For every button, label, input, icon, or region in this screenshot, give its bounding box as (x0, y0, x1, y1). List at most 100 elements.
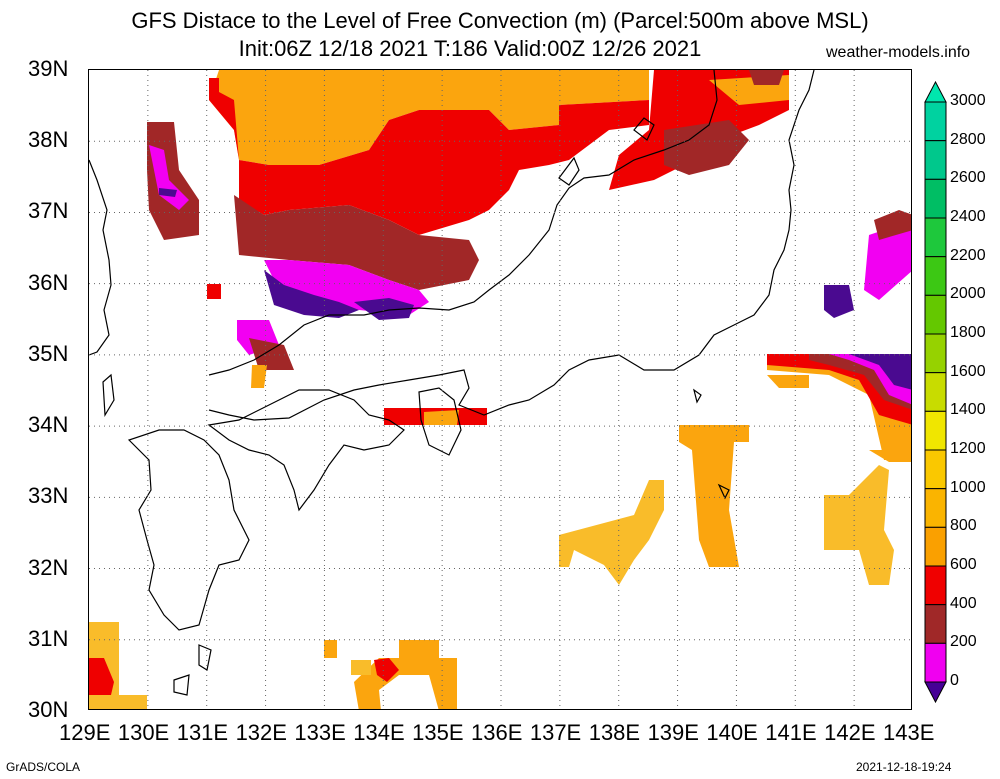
colorbar-band (924, 604, 947, 644)
lon-label: 139E (647, 720, 699, 745)
colorbar-label: 1400 (950, 401, 986, 419)
coastline-korea (89, 159, 112, 356)
coastline-tsushima (102, 373, 115, 417)
colorbar-label: 600 (950, 556, 977, 573)
colorbar-band (924, 294, 947, 335)
coastline-sado (633, 117, 655, 141)
source-site: weather-models.info (826, 44, 971, 61)
colorbar-band (924, 488, 947, 528)
lon-label: 130E (117, 720, 170, 745)
colorbar-label: 2400 (950, 208, 986, 225)
coastline-island (198, 644, 212, 671)
colorbar-label: 0 (950, 672, 959, 689)
colorbar-band (924, 333, 947, 374)
colorbar-band (924, 565, 947, 606)
colorbar-band (924, 101, 947, 142)
colorbar-label: 2600 (950, 169, 986, 187)
lon-label: 131E (176, 720, 229, 745)
field-patch-red (207, 284, 221, 299)
coastline-honshu-pacific-side (208, 70, 815, 421)
field-patch-orange (354, 640, 457, 709)
lon-label: 136E (471, 720, 523, 745)
lon-label: 142E (824, 720, 876, 745)
coastline-honshu-sea-side (208, 70, 718, 376)
coastline-island (173, 674, 190, 696)
field-patch-orange (869, 450, 911, 462)
colorbar-band (924, 526, 947, 567)
field-patch-brown (874, 210, 911, 240)
field-patch-purple (849, 354, 911, 390)
field-patch-orange (251, 365, 267, 388)
map-panel (88, 69, 912, 710)
colorbar-band (924, 140, 947, 180)
field-patch-purple (354, 298, 414, 320)
lon-label: 133E (294, 720, 346, 745)
coastline-layer (89, 70, 815, 696)
coastline-island (717, 483, 730, 500)
lat-label: 30N (28, 697, 69, 722)
colorbar-max-arrow (924, 80, 947, 103)
field-patch-purple (159, 188, 177, 197)
lon-label: 140E (706, 720, 758, 745)
lat-label: 38N (28, 127, 69, 153)
field-patch-orange (679, 425, 749, 567)
coastline-kyushu (127, 429, 250, 631)
coastline-shikoku (207, 389, 405, 512)
map-title: GFS Distace to the Level of Free Convect… (131, 8, 869, 33)
colorbar-label: 1800 (950, 324, 986, 341)
lat-label: 36N (28, 269, 69, 295)
field-patch-purple (264, 270, 359, 318)
map-subtitle: Init:06Z 12/18 2021 T:186 Valid:00Z 12/2… (238, 36, 702, 61)
lon-label: 137E (529, 720, 582, 745)
colorbar-label: 800 (950, 517, 977, 535)
field-patch-brown (664, 120, 749, 175)
field-patch-red (89, 658, 114, 695)
field-patch-brown (147, 122, 199, 240)
colorbar-label: 400 (950, 594, 977, 612)
colorbar-min-arrow (924, 681, 947, 704)
field-patch-lightorange (559, 480, 664, 585)
colorbar-band (924, 449, 947, 490)
field-patch-lightorange (824, 465, 894, 585)
lon-label: 141E (765, 720, 817, 745)
field-patch-brown (249, 338, 294, 370)
lat-label: 32N (28, 554, 69, 580)
lon-label: 138E (588, 720, 641, 745)
colorbar-label: 1600 (950, 362, 986, 380)
field-patch-brown (749, 70, 784, 85)
field-patch-magenta (864, 220, 911, 300)
colorbar-band (924, 178, 947, 219)
footer-timestamp: 2021-12-18-19:24 (856, 760, 952, 774)
field-patch-red (209, 78, 649, 235)
field-patch-brown (234, 195, 479, 290)
field-patch-purple (824, 285, 854, 318)
colorbar-label: 3000 (950, 92, 986, 109)
colorbar-label: 2000 (950, 285, 986, 303)
colorbar-band (924, 256, 947, 296)
colorbar-label: 2800 (950, 130, 986, 148)
colorbar (924, 80, 947, 704)
colorbar-band (924, 642, 947, 683)
coastline-noto (558, 156, 580, 186)
coastline-island (693, 388, 702, 404)
lat-label: 37N (28, 198, 69, 224)
lat-label: 31N (28, 625, 69, 651)
field-patch-orange (324, 640, 337, 658)
graticule (89, 70, 911, 709)
field-patch-orange (424, 410, 459, 425)
lfc-field-layer (89, 70, 911, 709)
lon-label: 143E (883, 720, 935, 745)
footer-credit: GrADS/COLA (6, 760, 81, 774)
lon-label: 134E (353, 720, 405, 745)
field-patch-orange (767, 375, 809, 388)
colorbar-band (924, 410, 947, 451)
colorbar-band (924, 217, 947, 258)
colorbar-label: 200 (950, 633, 977, 651)
map-canvas (89, 70, 911, 709)
field-patch-red (374, 658, 399, 682)
lat-label: 39N (28, 56, 69, 81)
coastline-kii (418, 387, 462, 456)
colorbar-label: 2200 (950, 246, 986, 264)
lat-label: 34N (28, 412, 69, 438)
lon-label: 135E (412, 720, 464, 745)
